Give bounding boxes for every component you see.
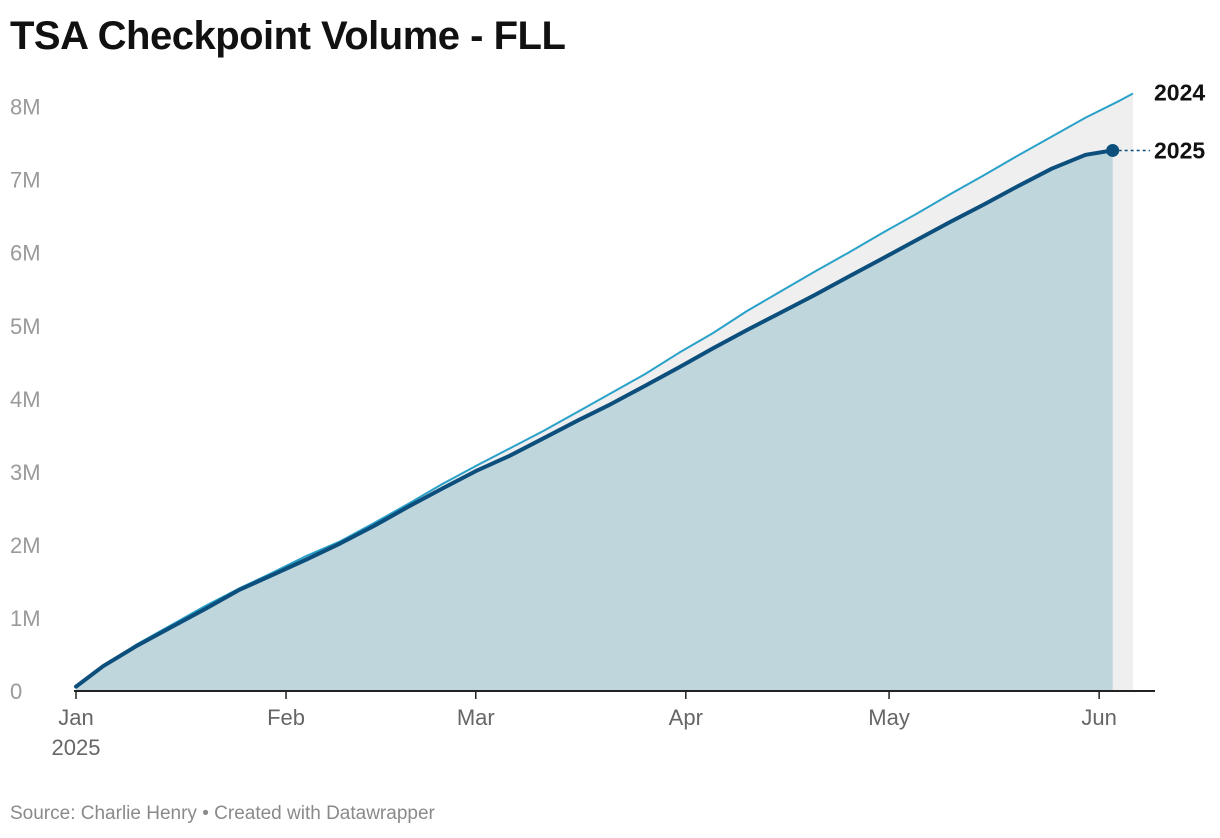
x-tick-label: Jan (58, 705, 93, 730)
areas-layer (76, 93, 1133, 691)
y-tick-label: 2M (10, 533, 41, 558)
chart-title: TSA Checkpoint Volume - FLL (10, 14, 566, 58)
y-tick-label: 6M (10, 241, 41, 266)
x-tick-label: May (868, 705, 910, 730)
x-tick-label: Feb (267, 705, 305, 730)
area-2025 (76, 150, 1113, 691)
x-tick-label: Mar (457, 705, 495, 730)
y-tick-label: 1M (10, 606, 41, 631)
source-text: Source: Charlie Henry (10, 803, 197, 824)
y-tick-label: 7M (10, 168, 41, 193)
y-tick-label: 0 (10, 679, 22, 704)
y-tick-label: 4M (10, 387, 41, 412)
source-footer: Source: Charlie Henry • Created with Dat… (10, 803, 435, 825)
x-tick-sublabel: 2025 (52, 735, 101, 760)
series-label-2025: 2025 (1154, 137, 1205, 163)
y-tick-label: 8M (10, 95, 41, 120)
footer-separator: • (202, 803, 209, 824)
x-tick-label: Apr (669, 705, 703, 730)
axes-layer: 0 1M 2M 3M 4M 5M 6M 7M 8M Jan 2025 Feb Mar Apr May Jun (10, 95, 1155, 760)
credit-text: Created with Datawrapper (214, 803, 435, 824)
labels-layer: 2024 2025 (1154, 79, 1205, 163)
x-tick-label: Jun (1081, 705, 1116, 730)
series-label-2024: 2024 (1154, 79, 1205, 105)
y-tick-label: 5M (10, 314, 41, 339)
y-tick-label: 3M (10, 460, 41, 485)
end-point-2025 (1106, 143, 1120, 157)
lines-layer (74, 92, 1150, 689)
line-2025 (74, 148, 1115, 689)
